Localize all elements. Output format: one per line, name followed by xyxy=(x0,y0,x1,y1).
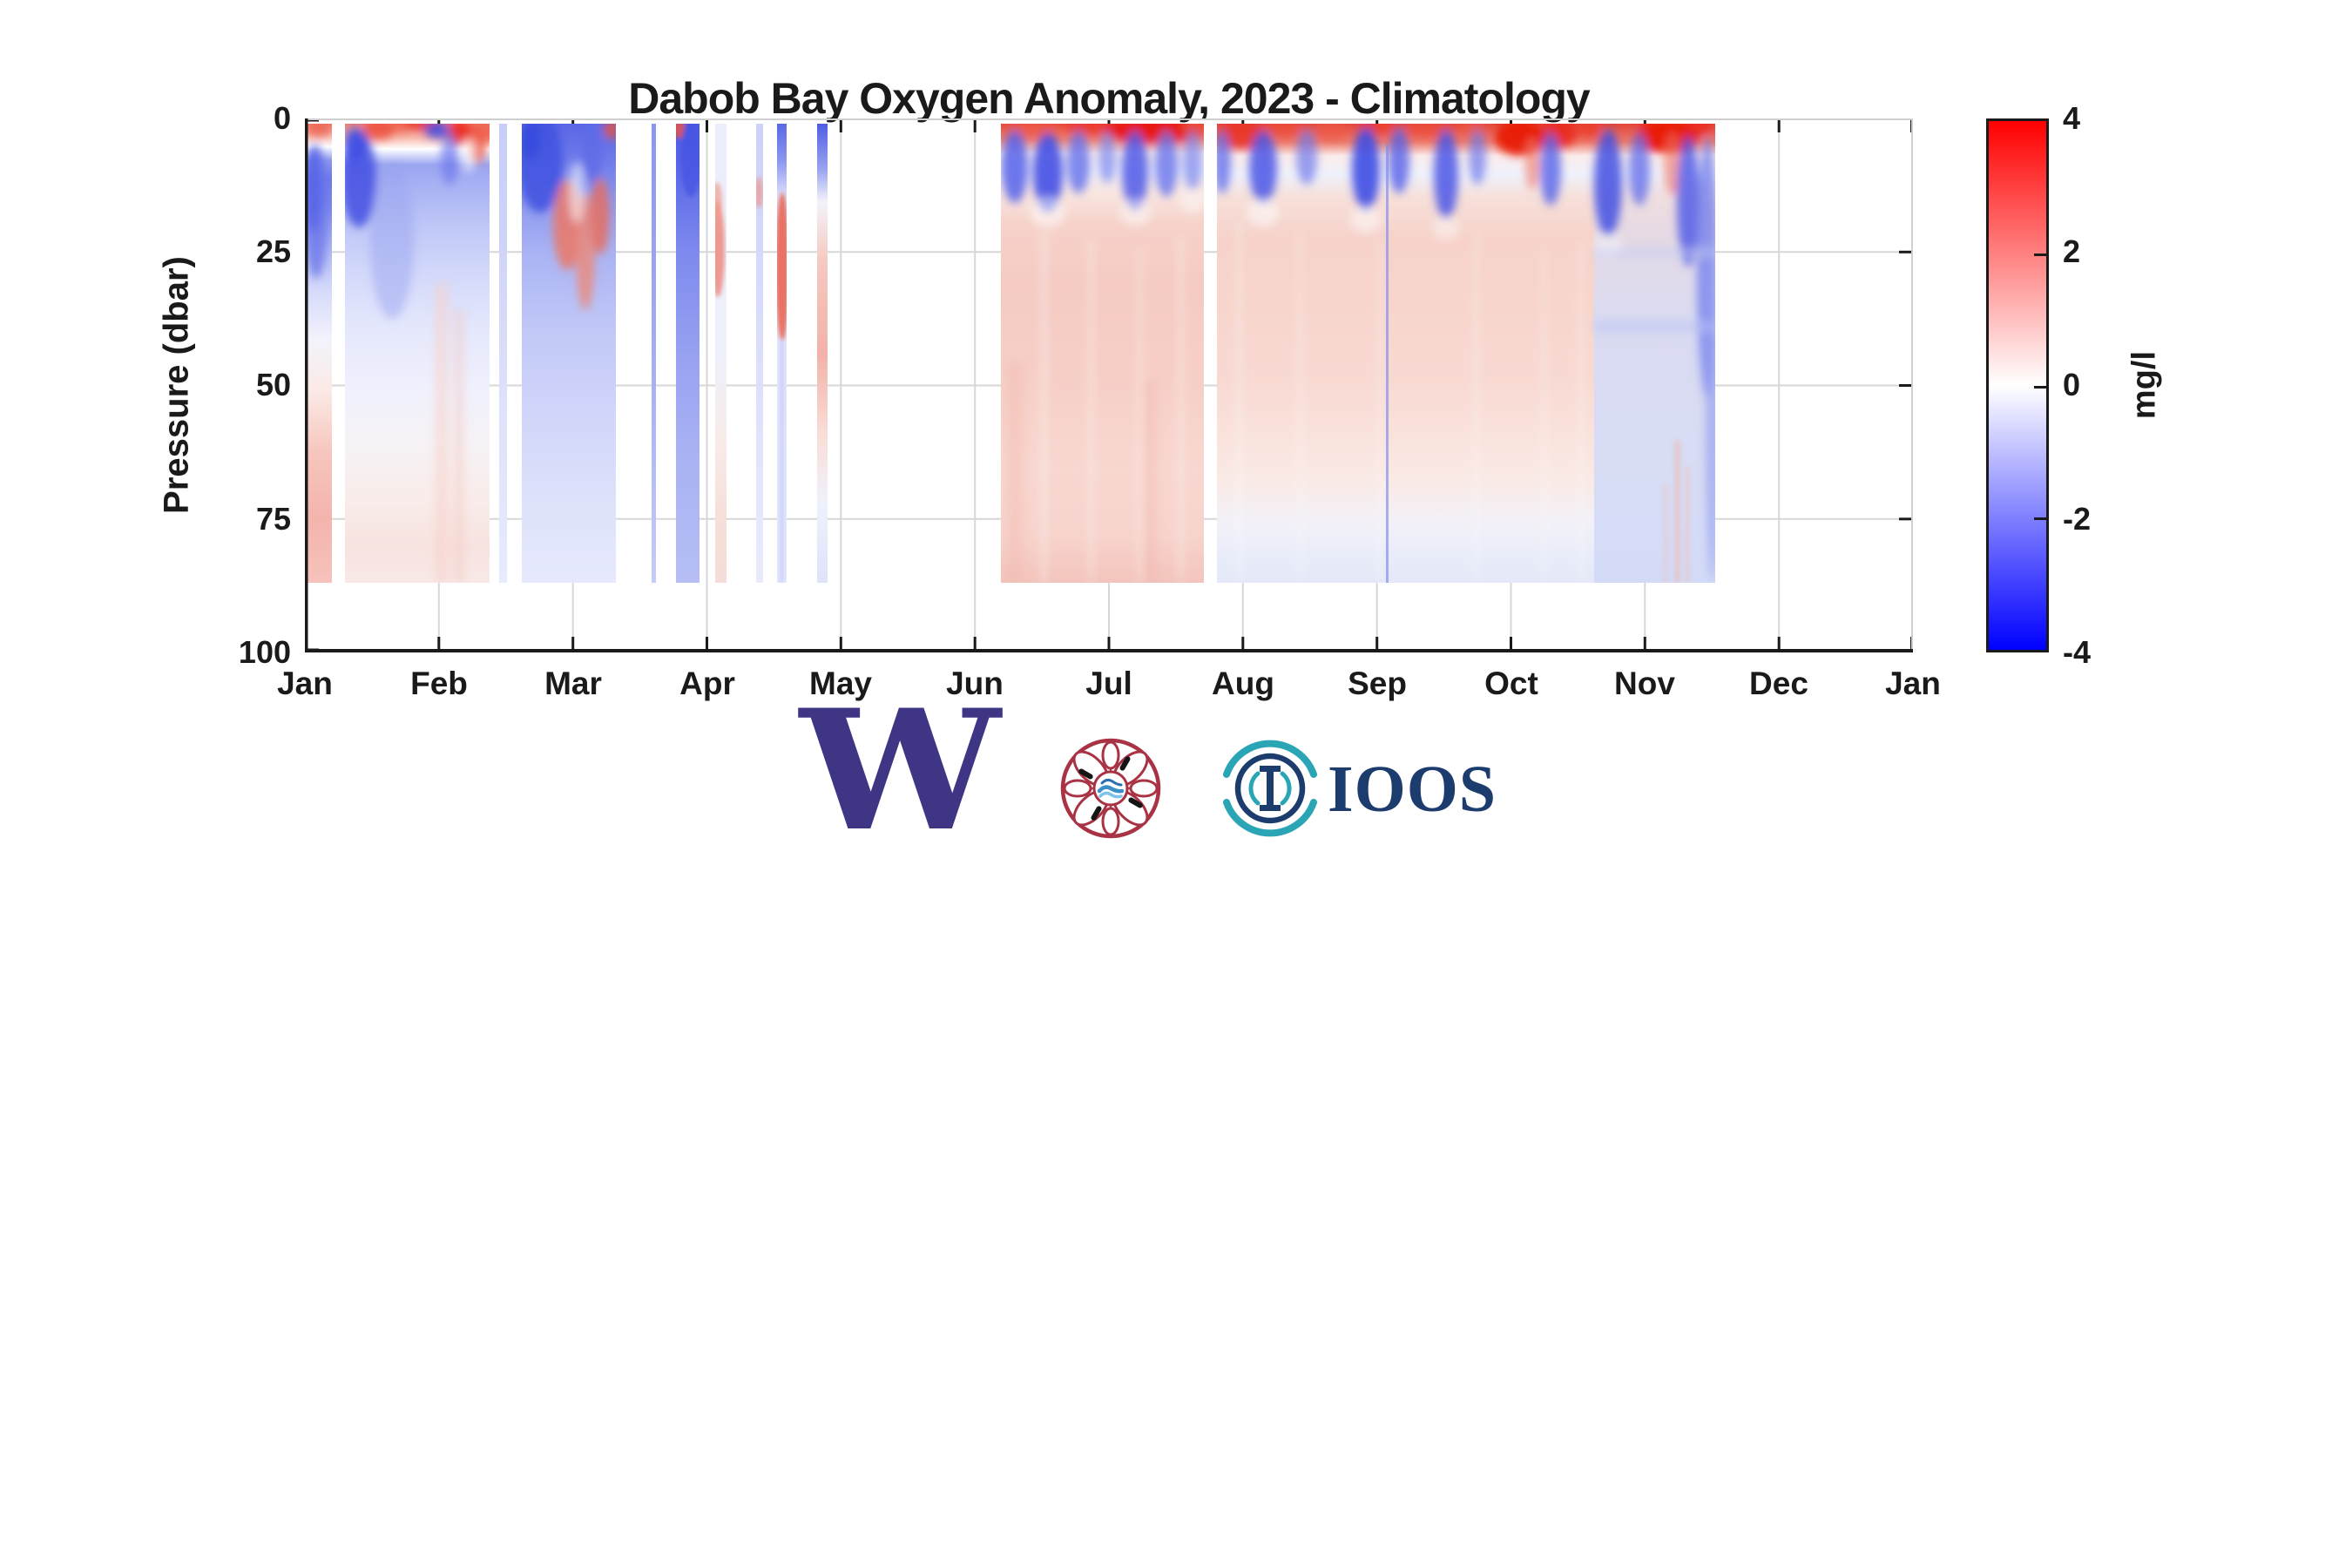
colorbar-label-minus2: -2 xyxy=(2063,501,2092,537)
segment-mar-late xyxy=(676,124,700,583)
segment-jan-early xyxy=(306,124,332,583)
segment-apr-4 xyxy=(817,124,828,583)
x-tick-may: May xyxy=(809,666,872,701)
x-tick-apr: Apr xyxy=(679,666,735,701)
segment-feb-mar xyxy=(522,124,616,583)
wave-icon xyxy=(1097,778,1125,799)
anomaly-data-field xyxy=(306,124,1715,583)
colorbar-label-minus4: -4 xyxy=(2063,634,2092,670)
x-tick-nov: Nov xyxy=(1614,666,1675,701)
x-tick-dec: Dec xyxy=(1749,666,1808,701)
x-tick-oct: Oct xyxy=(1484,666,1538,701)
segment-apr-1 xyxy=(715,124,727,583)
x-tick-mar: Mar xyxy=(544,666,602,701)
x-tick-feb: Feb xyxy=(410,666,468,701)
y-tick-75: 75 xyxy=(255,501,291,537)
x-tick-jun: Jun xyxy=(946,666,1004,701)
colorbar-units-label: mg/l xyxy=(2126,350,2163,420)
y-axis-label: Pressure (dbar) xyxy=(157,256,196,514)
sep-thin-blue-line xyxy=(1386,145,1389,583)
x-tick-aug: Aug xyxy=(1212,666,1274,701)
x-tick-jul: Jul xyxy=(1085,666,1132,701)
colorbar-label-2: 2 xyxy=(2063,233,2081,269)
heatmap-plot-area xyxy=(305,118,1913,652)
segment-jul-nov xyxy=(1217,124,1715,583)
y-tick-0: 0 xyxy=(273,100,291,136)
y-tick-25: 25 xyxy=(255,233,291,269)
x-tick-sep: Sep xyxy=(1348,666,1407,701)
colorbar xyxy=(1986,118,2049,652)
colorbar-label-0: 0 xyxy=(2063,367,2081,402)
axes-spines xyxy=(305,118,1913,652)
segment-jan-feb xyxy=(345,124,490,583)
colorbar-label-4: 4 xyxy=(2063,100,2081,136)
ioos-logo-icon xyxy=(1223,740,1317,837)
colorbar-tick-2 xyxy=(2034,253,2046,256)
segment-mar-thin xyxy=(652,124,656,583)
chart-title: Dabob Bay Oxygen Anomaly, 2023 - Climato… xyxy=(628,74,1591,123)
segment-feb-mid xyxy=(499,124,507,583)
segment-jun-jul xyxy=(1001,124,1204,583)
ioos-logo-wordmark: IOOS xyxy=(1328,753,1497,826)
colorbar-tick-0 xyxy=(2034,385,2046,389)
uw-logo: W xyxy=(800,673,1001,868)
x-tick-jan2: Jan xyxy=(1885,666,1941,701)
tribal-seal-logo xyxy=(1060,738,1161,839)
x-tick-jan: Jan xyxy=(277,666,333,701)
segment-apr-2 xyxy=(756,124,763,583)
segment-apr-3 xyxy=(777,124,787,583)
letter-i-glyph xyxy=(1260,766,1281,811)
y-tick-50: 50 xyxy=(255,367,291,402)
y-tick-100: 100 xyxy=(238,634,291,670)
colorbar-tick-minus2 xyxy=(2034,517,2046,521)
